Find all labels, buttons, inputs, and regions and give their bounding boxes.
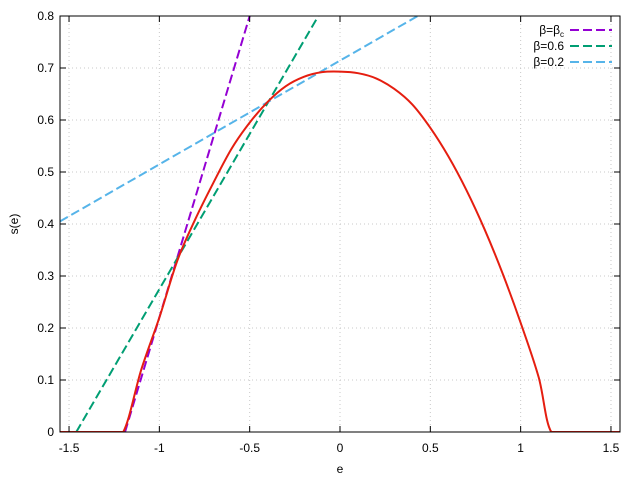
x-tick-label: 0.5: [422, 441, 439, 455]
y-tick-label: 0: [47, 425, 54, 439]
legend: β=βcβ=0.6 β=0.2: [533, 23, 612, 69]
y-tick-label: 0.8: [37, 9, 54, 23]
x-tick-label: -0.5: [239, 441, 260, 455]
x-axis-label: e: [337, 462, 344, 476]
x-tick-label: 0: [337, 441, 344, 455]
x-tick-label: 1: [517, 441, 524, 455]
x-tick-label: 1.5: [603, 441, 620, 455]
x-tick-label: -1: [154, 441, 165, 455]
y-tick-label: 0.6: [37, 113, 54, 127]
y-tick-label: 0.4: [37, 217, 54, 231]
y-axis-label: s(e): [7, 214, 21, 235]
ticks: -1.5 -1 -0.5 0 0.5 1 1.5 0 0.1 0.2 0.3 0.4 0.5 0.6 0.7…: [37, 9, 620, 455]
series-line: [60, 16, 419, 223]
y-tick-label: 0.7: [37, 61, 54, 75]
y-tick-label: 0.5: [37, 165, 54, 179]
legend-label: β=0.2: [533, 55, 564, 69]
legend-label: β=0.6: [533, 39, 564, 53]
entropy-curve: [60, 70, 620, 432]
plot-area: [60, 16, 620, 432]
legend-label: β=βc: [539, 23, 564, 39]
series-line: [75, 16, 320, 432]
legend-label-main: β=0.2: [533, 55, 564, 69]
y-tick-label: 0.3: [37, 269, 54, 283]
legend-label-sub: c: [560, 30, 564, 39]
y-tick-label: 0.1: [37, 373, 54, 387]
legend-label-main: β=β: [539, 23, 560, 37]
series-line: [124, 16, 251, 432]
x-tick-label: -1.5: [59, 441, 80, 455]
legend-label-main: β=0.6: [533, 39, 564, 53]
y-tick-label: 0.2: [37, 321, 54, 335]
